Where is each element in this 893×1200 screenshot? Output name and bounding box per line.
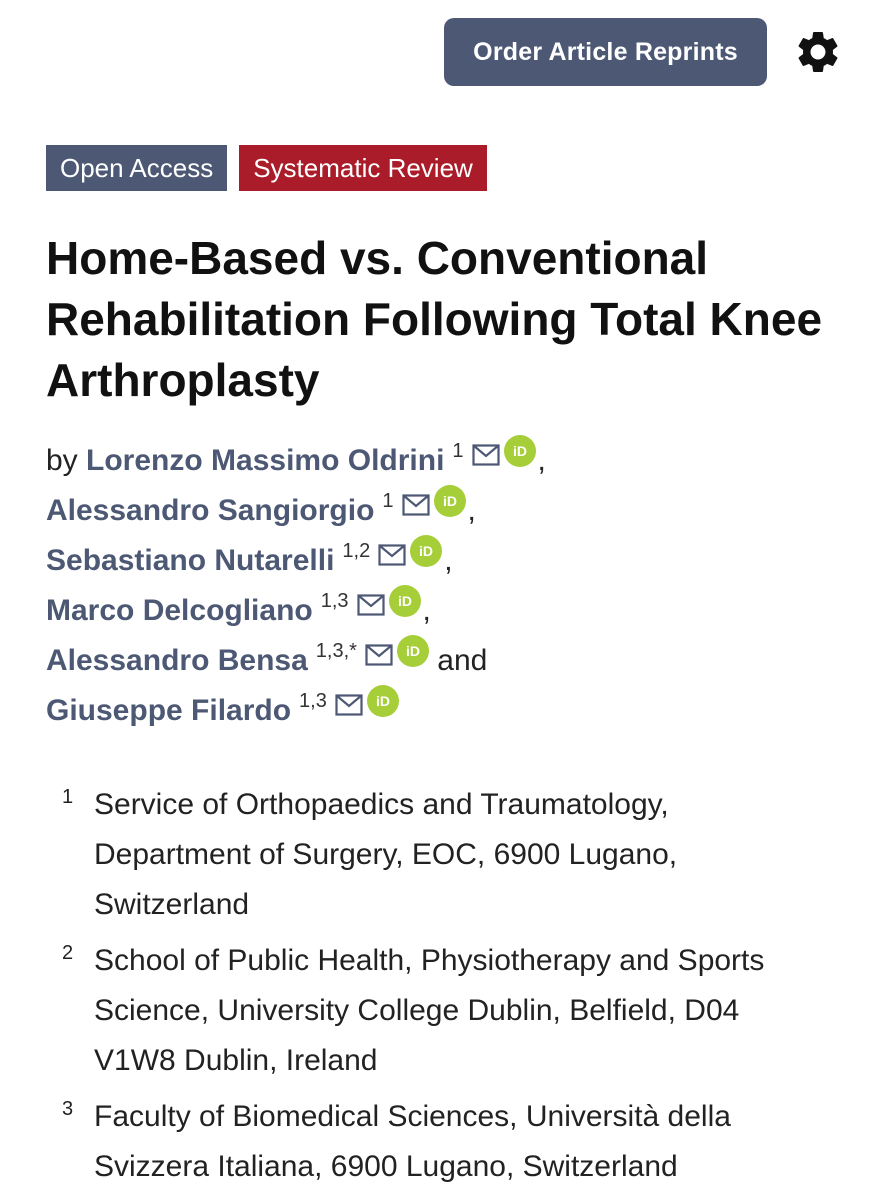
author-item: Alessandro Sangiorgio 1 iD , bbox=[46, 485, 866, 536]
svg-text:iD: iD bbox=[419, 543, 433, 559]
author-item: Marco Delcogliano 1,3 iD , bbox=[46, 585, 866, 636]
author-item: Sebastiano Nutarelli 1,2 iD , bbox=[46, 535, 866, 586]
affiliation-line: Switzerland bbox=[94, 888, 250, 921]
affiliation-text: Faculty of Biomedical Sciences, Universi… bbox=[94, 1092, 862, 1192]
author-separator: , bbox=[467, 494, 476, 527]
author-list: by Lorenzo Massimo Oldrini 1 iD , Alessa… bbox=[46, 435, 866, 736]
svg-text:iD: iD bbox=[513, 443, 527, 459]
email-icon[interactable] bbox=[356, 594, 385, 616]
affiliation-item: 1 Service of Orthopaedics and Traumatolo… bbox=[62, 780, 862, 930]
author-name[interactable]: Alessandro Bensa bbox=[46, 644, 308, 677]
author-name[interactable]: Alessandro Sangiorgio bbox=[46, 494, 375, 527]
article-type-badge[interactable]: Systematic Review bbox=[239, 145, 487, 191]
affiliation-list: 1 Service of Orthopaedics and Traumatolo… bbox=[62, 780, 862, 1198]
author-separator: , bbox=[422, 594, 431, 627]
author-separator: , bbox=[444, 544, 453, 577]
orcid-icon[interactable]: iD bbox=[396, 635, 429, 667]
affiliation-item: 3 Faculty of Biomedical Sciences, Univer… bbox=[62, 1092, 862, 1192]
email-icon[interactable] bbox=[471, 444, 500, 466]
affiliation-line: V1W8 Dublin, Ireland bbox=[94, 1044, 378, 1077]
title-line: Arthroplasty bbox=[46, 354, 320, 406]
orcid-icon[interactable]: iD bbox=[503, 435, 536, 467]
affiliation-number: 2 bbox=[62, 942, 74, 964]
author-affiliation-ref: 1 bbox=[452, 440, 464, 462]
orcid-icon[interactable]: iD bbox=[410, 535, 443, 567]
affiliation-line: Science, University College Dublin, Belf… bbox=[94, 994, 740, 1027]
svg-text:iD: iD bbox=[406, 643, 420, 659]
affiliation-line: Department of Surgery, EOC, 6900 Lugano, bbox=[94, 838, 678, 871]
svg-text:iD: iD bbox=[443, 493, 457, 509]
affiliation-item: 2 School of Public Health, Physiotherapy… bbox=[62, 936, 862, 1086]
order-reprints-button[interactable]: Order Article Reprints bbox=[444, 18, 767, 86]
affiliation-number: 1 bbox=[62, 786, 74, 808]
email-icon[interactable] bbox=[378, 544, 406, 566]
affiliation-line: Service of Orthopaedics and Traumatology… bbox=[94, 788, 669, 821]
author-separator: , bbox=[537, 444, 546, 477]
affiliation-line: School of Public Health, Physiotherapy a… bbox=[94, 944, 765, 977]
author-item: by Lorenzo Massimo Oldrini 1 iD , bbox=[46, 435, 866, 486]
article-title: Home-Based vs. Conventional Rehabilitati… bbox=[46, 228, 856, 411]
affiliation-number: 3 bbox=[62, 1098, 74, 1120]
author-affiliation-ref: 1,3 bbox=[320, 590, 349, 612]
email-icon[interactable] bbox=[365, 644, 393, 666]
affiliation-line: Svizzera Italiana, 6900 Lugano, Switzerl… bbox=[94, 1150, 678, 1183]
orcid-icon[interactable]: iD bbox=[433, 485, 466, 517]
author-item: Giuseppe Filardo 1,3 iD bbox=[46, 685, 866, 736]
and-label: and bbox=[437, 644, 488, 677]
affiliation-text: School of Public Health, Physiotherapy a… bbox=[94, 936, 862, 1086]
email-icon[interactable] bbox=[401, 494, 430, 516]
svg-text:iD: iD bbox=[376, 693, 390, 709]
author-affiliation-ref: 1,3 bbox=[299, 690, 327, 712]
author-affiliation-ref: 1,2 bbox=[342, 540, 371, 562]
author-item: Alessandro Bensa 1,3,* iD and bbox=[46, 635, 866, 686]
title-line: Rehabilitation Following Total Knee bbox=[46, 293, 823, 345]
svg-text:iD: iD bbox=[398, 593, 412, 609]
author-name[interactable]: Giuseppe Filardo bbox=[46, 694, 292, 727]
author-affiliation-ref: 1 bbox=[382, 490, 394, 512]
author-name[interactable]: Sebastiano Nutarelli bbox=[46, 544, 335, 577]
affiliation-line: Faculty of Biomedical Sciences, Universi… bbox=[94, 1100, 731, 1133]
author-name[interactable]: Marco Delcogliano bbox=[46, 594, 313, 627]
by-label: by bbox=[46, 444, 78, 477]
author-name[interactable]: Lorenzo Massimo Oldrini bbox=[86, 444, 445, 477]
article-badges: Open Access Systematic Review bbox=[46, 145, 487, 191]
top-bar: Order Article Reprints bbox=[0, 0, 893, 110]
title-line: Home-Based vs. Conventional bbox=[46, 232, 709, 284]
orcid-icon[interactable]: iD bbox=[366, 685, 399, 717]
gear-icon[interactable] bbox=[793, 27, 843, 77]
email-icon[interactable] bbox=[335, 694, 363, 716]
affiliation-text: Service of Orthopaedics and Traumatology… bbox=[94, 780, 862, 930]
orcid-icon[interactable]: iD bbox=[388, 585, 421, 617]
open-access-badge[interactable]: Open Access bbox=[46, 145, 228, 191]
author-affiliation-ref: 1,3,* bbox=[315, 640, 357, 662]
